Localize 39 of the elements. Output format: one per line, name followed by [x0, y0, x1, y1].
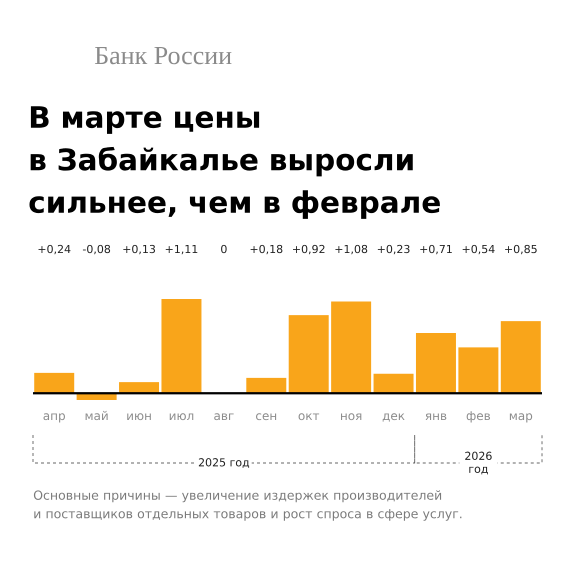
data-label: +0,54	[462, 244, 495, 254]
data-label: +1,08	[335, 244, 368, 254]
text: Банк России	[94, 46, 232, 64]
data-label: +0,18	[250, 244, 282, 254]
bar	[374, 374, 414, 394]
bar	[161, 299, 202, 394]
x-tick-label: дек	[382, 413, 405, 422]
text: Основные причины — увеличение издержек производителей и поставщиков отдельных товаров и рост спроса в сфере услуг.	[34, 490, 462, 521]
x-tick-label: ноя	[341, 413, 362, 420]
x-tick-label: сен	[256, 413, 276, 420]
bar	[416, 332, 456, 394]
x-tick-label: июн	[127, 413, 151, 420]
bar	[288, 315, 329, 394]
x-tick-label: июл	[170, 413, 194, 420]
bar	[500, 321, 541, 394]
data-label: +0,85	[505, 244, 537, 254]
x-tick-label: окт	[298, 413, 320, 420]
data-label: +0,71	[420, 244, 452, 254]
text: 2026 год	[465, 452, 492, 474]
chart-title: В марте цены в Забайкалье выросли сильнее, чем в феврале	[29, 106, 440, 219]
bar	[119, 382, 160, 394]
data-label: -0,08	[82, 244, 110, 254]
x-tick-label: май	[86, 410, 108, 420]
x-tick-label: авг	[214, 413, 234, 420]
bar	[246, 378, 286, 394]
data-label: +0,23	[378, 244, 410, 254]
bar	[331, 302, 372, 394]
bar	[34, 372, 74, 394]
x-tick-label: апр	[44, 413, 65, 422]
data-label: +0,92	[293, 244, 324, 254]
data-label: +0,13	[123, 244, 156, 254]
data-label: +0,24	[38, 244, 70, 254]
bar	[458, 347, 498, 394]
x-tick-label: мар	[510, 413, 532, 422]
text: 2025 год	[198, 458, 250, 468]
x-tick-label: фев	[466, 411, 490, 422]
data-label: +1,11	[166, 244, 198, 254]
x-tick-label: янв	[426, 413, 446, 420]
data-label: 0	[221, 244, 227, 254]
